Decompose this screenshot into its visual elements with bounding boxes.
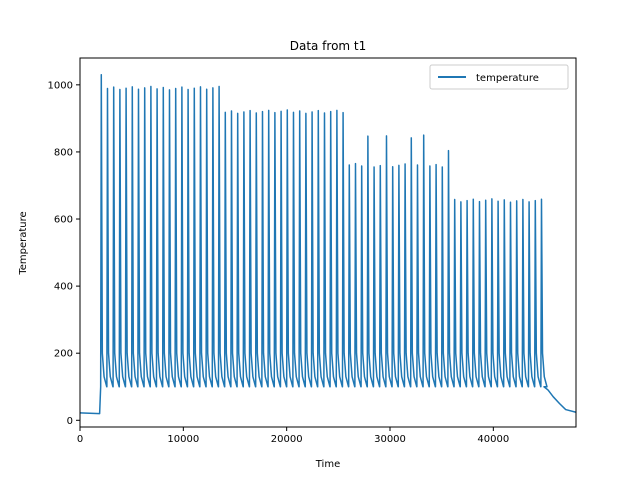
chart-title: Data from t1 — [290, 39, 367, 53]
x-tick-label: 10000 — [167, 434, 199, 445]
plot-area — [79, 74, 577, 415]
y-tick-label: 800 — [54, 147, 73, 158]
x-axis: 0 10000 20000 30000 40000 — [77, 427, 509, 445]
plot-frame — [79, 57, 577, 428]
y-tick-label: 200 — [54, 349, 73, 360]
legend-box — [429, 64, 569, 90]
legend-label: temperature — [476, 73, 539, 84]
y-tick-label: 0 — [67, 416, 73, 427]
y-axis-label: Temperature — [18, 211, 29, 275]
y-tick-label: 1000 — [48, 80, 73, 91]
x-tick-label: 20000 — [271, 434, 303, 445]
legend: temperature — [429, 64, 569, 90]
series-line-temperature — [79, 74, 577, 415]
x-tick-label: 40000 — [477, 434, 509, 445]
x-tick-label: 0 — [77, 434, 83, 445]
y-axis: 0 200 400 600 800 1000 — [48, 80, 80, 427]
x-axis-label: Time — [315, 459, 340, 470]
y-tick-label: 400 — [54, 282, 73, 293]
y-tick-label: 600 — [54, 215, 73, 226]
x-tick-label: 30000 — [374, 434, 406, 445]
